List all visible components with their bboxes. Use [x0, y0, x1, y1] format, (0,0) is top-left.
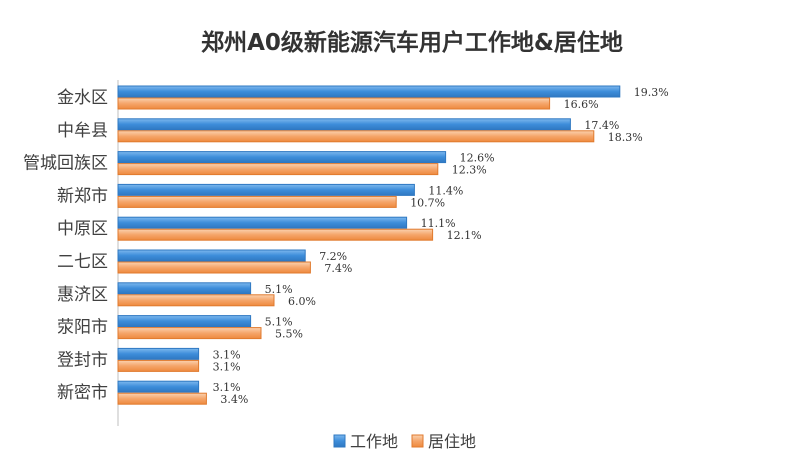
- data-label-work: 5.1%: [265, 283, 293, 296]
- legend-swatch-home: [411, 434, 424, 448]
- bar-home: [117, 163, 439, 176]
- data-label-work: 3.1%: [213, 381, 241, 394]
- legend-label-home: 居住地: [428, 432, 476, 451]
- bar-home: [117, 130, 595, 143]
- bar-home: [117, 359, 200, 372]
- category-label: 新密市: [57, 383, 108, 403]
- bar-work: [117, 216, 408, 229]
- data-label-home: 12.3%: [452, 164, 487, 177]
- legend: 工作地 居住地: [333, 432, 476, 451]
- data-label-home: 12.1%: [447, 229, 482, 242]
- data-label-home: 7.4%: [324, 262, 352, 275]
- bar-home: [117, 195, 397, 208]
- legend-label-work: 工作地: [350, 432, 398, 451]
- data-label-work: 5.1%: [265, 316, 293, 329]
- data-label-home: 6.0%: [288, 295, 316, 308]
- data-label-work: 17.4%: [584, 119, 619, 132]
- data-label-work: 3.1%: [213, 348, 241, 361]
- legend-item-work: 工作地: [333, 432, 398, 451]
- bar-work: [117, 118, 571, 131]
- legend-swatch-work: [333, 434, 346, 448]
- bar-work: [117, 347, 200, 360]
- bar-work: [117, 183, 415, 196]
- data-label-work: 19.3%: [634, 86, 669, 99]
- category-label: 荥阳市: [57, 318, 108, 338]
- data-label-work: 11.1%: [421, 217, 456, 230]
- category-label: 中原区: [57, 219, 108, 239]
- category-label: 中牟县: [57, 121, 108, 141]
- data-label-home: 3.4%: [220, 393, 248, 406]
- category-label: 惠济区: [57, 285, 108, 305]
- bar-work: [117, 282, 252, 295]
- chart-title: 郑州A0级新能源汽车用户工作地&居住地: [201, 29, 623, 56]
- category-label: 登封市: [57, 350, 108, 370]
- bar-home: [117, 228, 434, 241]
- category-label: 二七区: [57, 252, 108, 272]
- bar-work: [117, 249, 306, 262]
- bars-group: [117, 85, 621, 405]
- data-label-work: 12.6%: [460, 152, 495, 165]
- bar-home: [117, 392, 207, 405]
- data-labels-group: 19.3% 16.6% 17.4%18.3% 12.6%12.3% 11.4%10.7%…: [213, 86, 669, 406]
- category-label: 金水区: [57, 88, 108, 108]
- data-label-home: 5.5%: [275, 328, 303, 341]
- category-label: 新郑市: [57, 186, 108, 206]
- category-label: 管城回族区: [23, 154, 108, 174]
- data-label-home: 18.3%: [608, 131, 643, 144]
- data-label-work: 11.4%: [428, 184, 463, 197]
- bar-work: [117, 315, 252, 328]
- bar-work: [117, 85, 621, 98]
- bar-home: [117, 97, 551, 110]
- data-label-work: 7.2%: [319, 250, 347, 263]
- data-label-home: 10.7%: [410, 196, 445, 209]
- data-label-home: 16.6%: [564, 98, 599, 111]
- bar-home: [117, 261, 311, 274]
- bar-work: [117, 151, 447, 164]
- bar-home: [117, 294, 275, 307]
- bar-home: [117, 327, 262, 340]
- bar-work: [117, 380, 200, 393]
- data-label-home: 3.1%: [213, 360, 241, 373]
- legend-item-home: 居住地: [411, 432, 476, 451]
